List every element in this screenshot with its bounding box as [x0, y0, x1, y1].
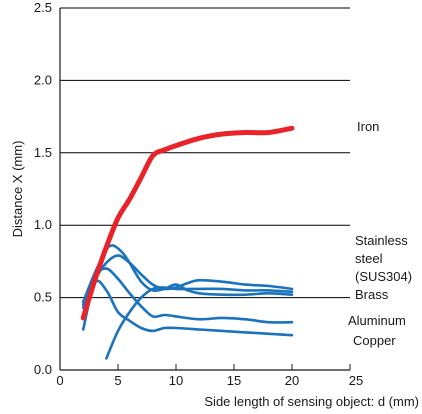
- x-tick-label: 5: [114, 373, 121, 388]
- y-tick-labels: 0.0 0.5 1.0 1.5 2.0 2.5: [34, 0, 52, 377]
- y-tick-label: 0.5: [34, 290, 52, 305]
- x-axis-title: Side length of sensing object: d (mm): [204, 394, 419, 409]
- y-tick-label: 2.0: [34, 72, 52, 87]
- y-tick-label: 1.5: [34, 145, 52, 160]
- y-tick-label: 0.0: [34, 362, 52, 377]
- series-label: Aluminum: [348, 313, 406, 328]
- series-line-brass: [81, 244, 294, 304]
- x-tick-label: 10: [169, 373, 183, 388]
- series-line-copper: [81, 279, 294, 337]
- series-label: Brass: [355, 287, 389, 302]
- y-axis-title: Distance X (mm): [10, 141, 25, 238]
- series-line-stainless-steel-sus304: [81, 254, 294, 309]
- x-tick-label: 20: [285, 373, 299, 388]
- grid-lines: [60, 7, 350, 299]
- x-tick-label: 0: [56, 373, 63, 388]
- x-tick-labels: 0 5 10 15 20 25: [56, 373, 363, 388]
- series-labels: Iron Stainless steel (SUS304) Brass Aluminum C…: [348, 119, 412, 348]
- series-label: Stainless: [355, 233, 408, 248]
- x-tick-label: 15: [227, 373, 241, 388]
- series-label: steel: [355, 251, 383, 266]
- series-line-aluminum: [81, 267, 294, 324]
- series-lines: [80, 125, 295, 360]
- series-label: Copper: [353, 333, 396, 348]
- x-tick-label: 25: [349, 373, 363, 388]
- y-tick-label: 1.0: [34, 217, 52, 232]
- series-line-iron: [80, 125, 295, 321]
- y-tick-label: 2.5: [34, 0, 52, 15]
- series-line-unlabeled: [105, 286, 294, 360]
- series-label: (SUS304): [355, 269, 412, 284]
- axes: [59, 8, 351, 371]
- series-label: Iron: [357, 119, 379, 134]
